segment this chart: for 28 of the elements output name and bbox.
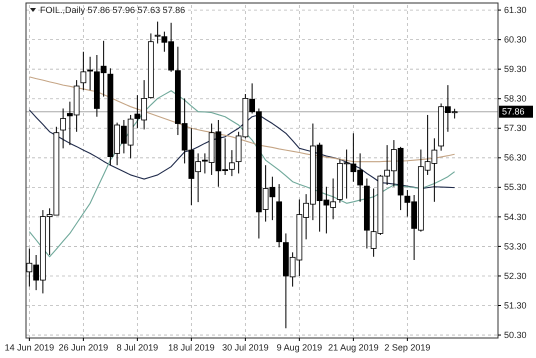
y-tick-label: 56.30 [504, 152, 527, 163]
x-tick-label: 30 Jul 2019 [222, 342, 269, 352]
x-tick-label: 8 Jul 2019 [116, 342, 158, 352]
y-tick-label: 50.30 [504, 330, 527, 340]
x-tick-label: 21 Aug 2019 [328, 342, 379, 352]
x-tick-label: 2 Sep 2019 [384, 342, 430, 352]
y-tick-label: 57.30 [504, 123, 527, 134]
y-tick-label: 55.30 [504, 182, 527, 192]
candlestick [80, 51, 86, 91]
ref-line-label: 57.86 [502, 106, 525, 117]
candlestick [60, 108, 66, 149]
x-tick-label: 9 Aug 2019 [276, 342, 322, 352]
y-tick-label: 58.30 [504, 94, 527, 104]
x-tick-label: 14 Jun 2019 [4, 342, 54, 352]
x-tick-label: 18 Jul 2019 [168, 342, 215, 352]
y-tick-label: 53.30 [504, 241, 527, 252]
y-tick-label: 51.30 [504, 300, 527, 310]
x-tick-label: 26 Jun 2019 [58, 342, 108, 352]
y-tick-label: 54.30 [504, 212, 527, 222]
candlestick [87, 56, 94, 91]
y-tick-label: 61.30 [504, 4, 527, 15]
line-series [28, 90, 456, 258]
y-tick-label: 52.30 [504, 270, 527, 281]
y-tick-label: 59.30 [504, 64, 527, 74]
candlestick [154, 21, 161, 44]
line-series [28, 109, 456, 190]
y-tick-label: 60.30 [504, 34, 527, 45]
chart-title: FOIL.,Daily 57.86 57.96 57.63 57.86 [40, 5, 186, 15]
